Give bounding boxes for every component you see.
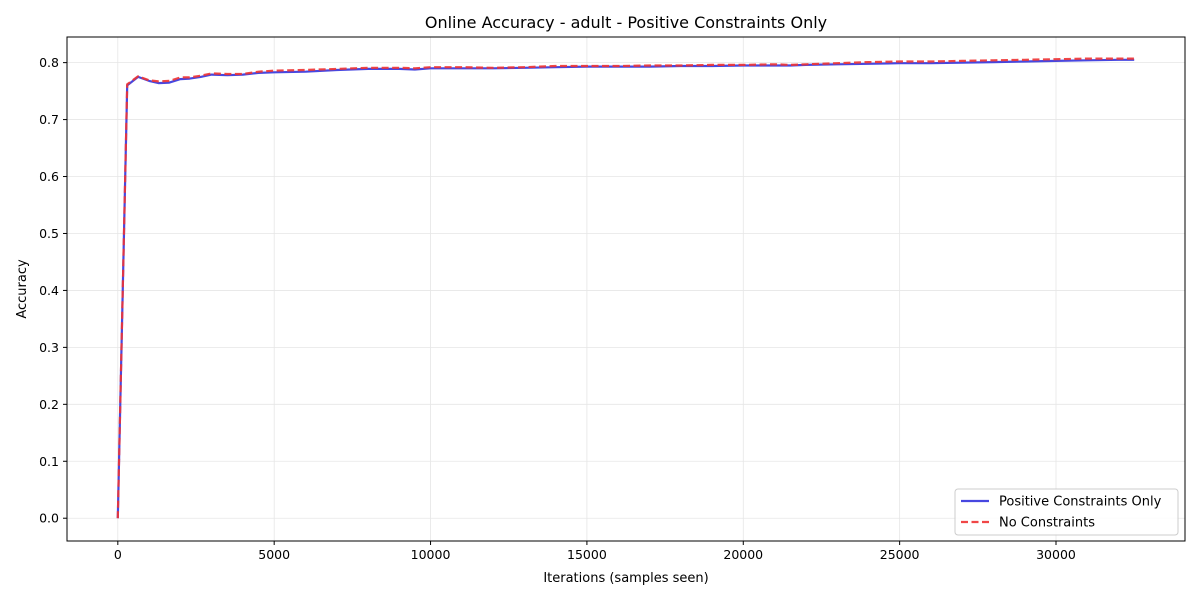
y-axis: 0.0 0.1 0.2 0.3 0.4 0.5 0.6 0.7 0.8 bbox=[39, 55, 67, 526]
chart-title: Online Accuracy - adult - Positive Const… bbox=[425, 13, 827, 32]
x-tick-label: 30000 bbox=[1036, 547, 1076, 562]
y-tick-label: 0.8 bbox=[39, 55, 59, 70]
legend-box bbox=[954, 488, 1179, 536]
y-tick-label: 0.3 bbox=[39, 340, 59, 355]
y-tick-label: 0.6 bbox=[39, 169, 59, 184]
x-tick-label: 5000 bbox=[258, 547, 290, 562]
x-tick-label: 25000 bbox=[880, 547, 920, 562]
series-line-1 bbox=[116, 57, 1135, 519]
legend-label-1: No Constraints bbox=[999, 516, 1095, 531]
y-tick-label: 0.1 bbox=[39, 454, 59, 469]
x-axis: 0 5000 10000 15000 20000 25000 30000 bbox=[114, 541, 1076, 562]
legend: Positive Constraints Only No Constraints bbox=[954, 488, 1179, 536]
plot-frame bbox=[66, 36, 1186, 542]
y-tick-label: 0.4 bbox=[39, 283, 59, 298]
series-line-0 bbox=[116, 58, 1135, 519]
x-tick-label: 10000 bbox=[411, 547, 451, 562]
y-tick-label: 0.0 bbox=[39, 511, 59, 526]
legend-label-0: Positive Constraints Only bbox=[999, 495, 1162, 510]
y-tick-label: 0.5 bbox=[39, 226, 59, 241]
y-axis-title: Accuracy bbox=[15, 259, 30, 319]
x-tick-label: 0 bbox=[114, 547, 122, 562]
series-layer bbox=[116, 57, 1135, 519]
x-tick-label: 15000 bbox=[567, 547, 607, 562]
x-axis-title: Iterations (samples seen) bbox=[543, 571, 708, 586]
y-tick-label: 0.7 bbox=[39, 112, 59, 127]
grid bbox=[67, 37, 1185, 541]
x-tick-label: 20000 bbox=[723, 547, 763, 562]
y-tick-label: 0.2 bbox=[39, 397, 59, 412]
